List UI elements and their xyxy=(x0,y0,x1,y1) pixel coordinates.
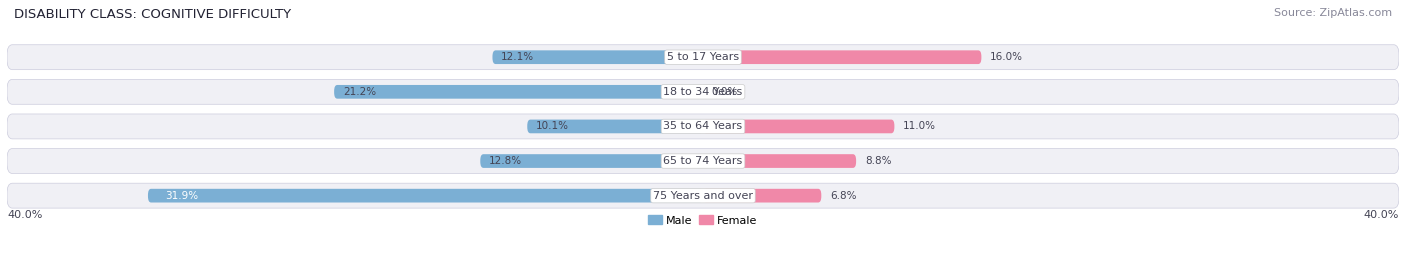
FancyBboxPatch shape xyxy=(527,120,703,133)
FancyBboxPatch shape xyxy=(7,114,1399,139)
Text: Source: ZipAtlas.com: Source: ZipAtlas.com xyxy=(1274,8,1392,18)
Text: 6.8%: 6.8% xyxy=(830,191,856,201)
FancyBboxPatch shape xyxy=(492,50,703,64)
FancyBboxPatch shape xyxy=(703,85,711,99)
FancyBboxPatch shape xyxy=(335,85,703,99)
FancyBboxPatch shape xyxy=(7,148,1399,174)
Text: 31.9%: 31.9% xyxy=(166,191,198,201)
Text: 12.1%: 12.1% xyxy=(501,52,534,62)
Text: 10.1%: 10.1% xyxy=(536,121,569,132)
Legend: Male, Female: Male, Female xyxy=(644,211,762,230)
Text: 11.0%: 11.0% xyxy=(903,121,936,132)
FancyBboxPatch shape xyxy=(7,183,1399,208)
FancyBboxPatch shape xyxy=(703,154,856,168)
FancyBboxPatch shape xyxy=(7,79,1399,104)
Text: 16.0%: 16.0% xyxy=(990,52,1024,62)
Text: 18 to 34 Years: 18 to 34 Years xyxy=(664,87,742,97)
FancyBboxPatch shape xyxy=(481,154,703,168)
FancyBboxPatch shape xyxy=(703,120,894,133)
Text: 40.0%: 40.0% xyxy=(1364,210,1399,220)
Text: 21.2%: 21.2% xyxy=(343,87,375,97)
Text: 12.8%: 12.8% xyxy=(489,156,522,166)
FancyBboxPatch shape xyxy=(7,45,1399,70)
Text: 35 to 64 Years: 35 to 64 Years xyxy=(664,121,742,132)
FancyBboxPatch shape xyxy=(148,189,703,203)
Text: 75 Years and over: 75 Years and over xyxy=(652,191,754,201)
FancyBboxPatch shape xyxy=(703,50,981,64)
Text: DISABILITY CLASS: COGNITIVE DIFFICULTY: DISABILITY CLASS: COGNITIVE DIFFICULTY xyxy=(14,8,291,21)
Text: 65 to 74 Years: 65 to 74 Years xyxy=(664,156,742,166)
Text: 40.0%: 40.0% xyxy=(7,210,42,220)
Text: 0.0%: 0.0% xyxy=(711,87,738,97)
Text: 5 to 17 Years: 5 to 17 Years xyxy=(666,52,740,62)
FancyBboxPatch shape xyxy=(703,189,821,203)
Text: 8.8%: 8.8% xyxy=(865,156,891,166)
